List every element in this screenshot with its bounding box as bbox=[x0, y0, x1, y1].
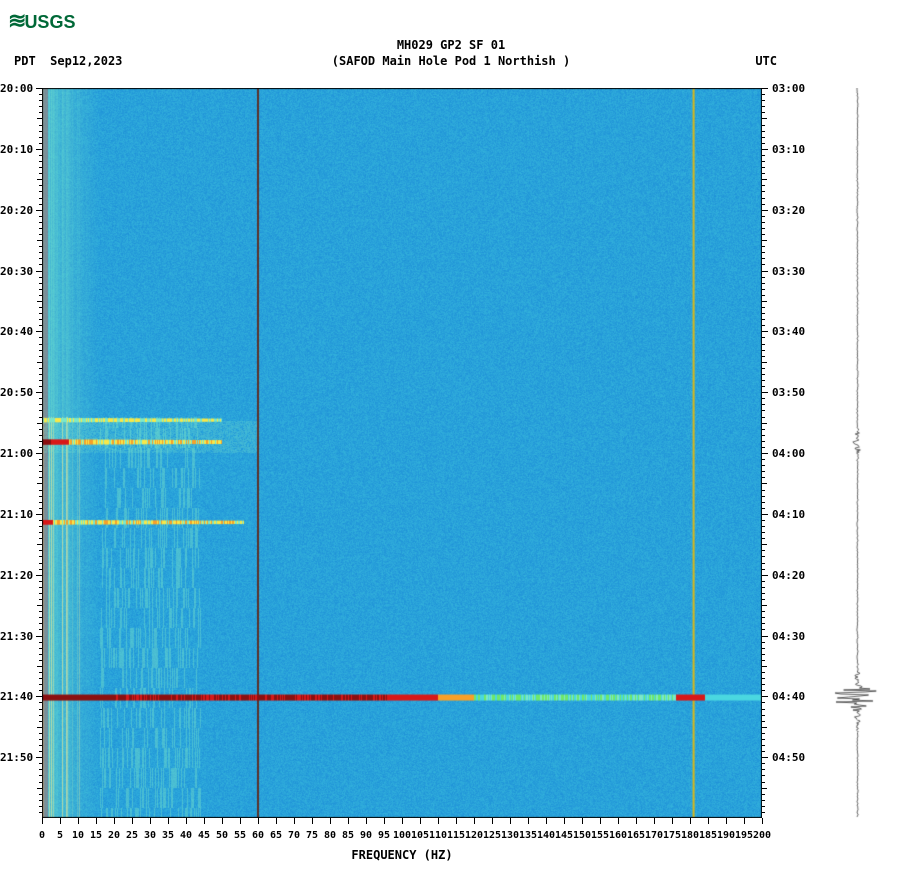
left-tick-label: 21:20 bbox=[0, 569, 33, 582]
x-tick-label: 115 bbox=[447, 830, 465, 841]
x-tick-label: 15 bbox=[90, 830, 102, 841]
x-tick-label: 195 bbox=[735, 830, 753, 841]
usgs-logo-text: USGS bbox=[24, 12, 75, 32]
x-axis-title: FREQUENCY (HZ) bbox=[42, 848, 762, 862]
left-tick-label: 20:10 bbox=[0, 143, 33, 156]
x-tick-label: 30 bbox=[144, 830, 156, 841]
right-tick-label: 03:40 bbox=[772, 325, 805, 338]
left-tick-label: 21:40 bbox=[0, 690, 33, 703]
left-time-axis: 20:0020:1020:2020:3020:4020:5021:0021:10… bbox=[0, 88, 42, 818]
right-time-axis: 03:0003:1003:2003:3003:4003:5004:0004:10… bbox=[762, 88, 812, 818]
x-tick-label: 180 bbox=[681, 830, 699, 841]
right-tick-label: 03:10 bbox=[772, 143, 805, 156]
left-tick-label: 21:10 bbox=[0, 508, 33, 521]
spectrogram-canvas bbox=[42, 88, 762, 818]
x-tick-label: 70 bbox=[288, 830, 300, 841]
x-tick-label: 120 bbox=[465, 830, 483, 841]
x-tick-label: 40 bbox=[180, 830, 192, 841]
x-tick-label: 135 bbox=[519, 830, 537, 841]
right-tick-label: 04:10 bbox=[772, 508, 805, 521]
x-tick-label: 10 bbox=[72, 830, 84, 841]
x-tick-label: 80 bbox=[324, 830, 336, 841]
x-tick-label: 140 bbox=[537, 830, 555, 841]
x-tick-label: 150 bbox=[573, 830, 591, 841]
x-tick-label: 55 bbox=[234, 830, 246, 841]
x-tick-label: 125 bbox=[483, 830, 501, 841]
right-tick-label: 03:00 bbox=[772, 82, 805, 95]
x-tick-label: 5 bbox=[57, 830, 63, 841]
x-tick-label: 35 bbox=[162, 830, 174, 841]
x-tick-label: 95 bbox=[378, 830, 390, 841]
left-tick-label: 21:50 bbox=[0, 751, 33, 764]
left-tick-label: 20:00 bbox=[0, 82, 33, 95]
right-tick-label: 03:50 bbox=[772, 386, 805, 399]
x-tick-label: 25 bbox=[126, 830, 138, 841]
x-tick-label: 190 bbox=[717, 830, 735, 841]
x-tick-label: 175 bbox=[663, 830, 681, 841]
x-tick-label: 110 bbox=[429, 830, 447, 841]
spectrogram-plot bbox=[42, 88, 762, 818]
utc-label: UTC bbox=[755, 54, 777, 68]
pdt-label: PDT Sep12,2023 bbox=[14, 54, 122, 68]
right-tick-label: 03:30 bbox=[772, 265, 805, 278]
x-tick-label: 65 bbox=[270, 830, 282, 841]
left-tick-label: 21:00 bbox=[0, 447, 33, 460]
x-tick-label: 100 bbox=[393, 830, 411, 841]
x-tick-label: 50 bbox=[216, 830, 228, 841]
right-tick-label: 04:40 bbox=[772, 690, 805, 703]
x-tick-label: 0 bbox=[39, 830, 45, 841]
chart-title: MH029 GP2 SF 01 bbox=[0, 38, 902, 52]
x-tick-label: 45 bbox=[198, 830, 210, 841]
x-tick-label: 75 bbox=[306, 830, 318, 841]
usgs-logo: ≋USGS bbox=[8, 8, 75, 34]
right-tick-label: 03:20 bbox=[772, 204, 805, 217]
x-tick-label: 185 bbox=[699, 830, 717, 841]
left-tick-label: 20:40 bbox=[0, 325, 33, 338]
trace-canvas bbox=[820, 88, 895, 818]
right-tick-label: 04:00 bbox=[772, 447, 805, 460]
x-tick-label: 145 bbox=[555, 830, 573, 841]
left-tick-label: 20:20 bbox=[0, 204, 33, 217]
left-tick-label: 20:50 bbox=[0, 386, 33, 399]
x-tick-label: 130 bbox=[501, 830, 519, 841]
x-tick-label: 200 bbox=[753, 830, 771, 841]
x-tick-label: 170 bbox=[645, 830, 663, 841]
x-tick-label: 160 bbox=[609, 830, 627, 841]
right-tick-label: 04:20 bbox=[772, 569, 805, 582]
right-tick-label: 04:50 bbox=[772, 751, 805, 764]
left-tick-label: 20:30 bbox=[0, 265, 33, 278]
x-tick-label: 60 bbox=[252, 830, 264, 841]
x-tick-label: 155 bbox=[591, 830, 609, 841]
x-tick-label: 105 bbox=[411, 830, 429, 841]
left-tick-label: 21:30 bbox=[0, 630, 33, 643]
x-tick-label: 90 bbox=[360, 830, 372, 841]
x-tick-label: 165 bbox=[627, 830, 645, 841]
x-tick-label: 20 bbox=[108, 830, 120, 841]
right-tick-label: 04:30 bbox=[772, 630, 805, 643]
seismogram-trace bbox=[820, 88, 895, 818]
x-tick-label: 85 bbox=[342, 830, 354, 841]
